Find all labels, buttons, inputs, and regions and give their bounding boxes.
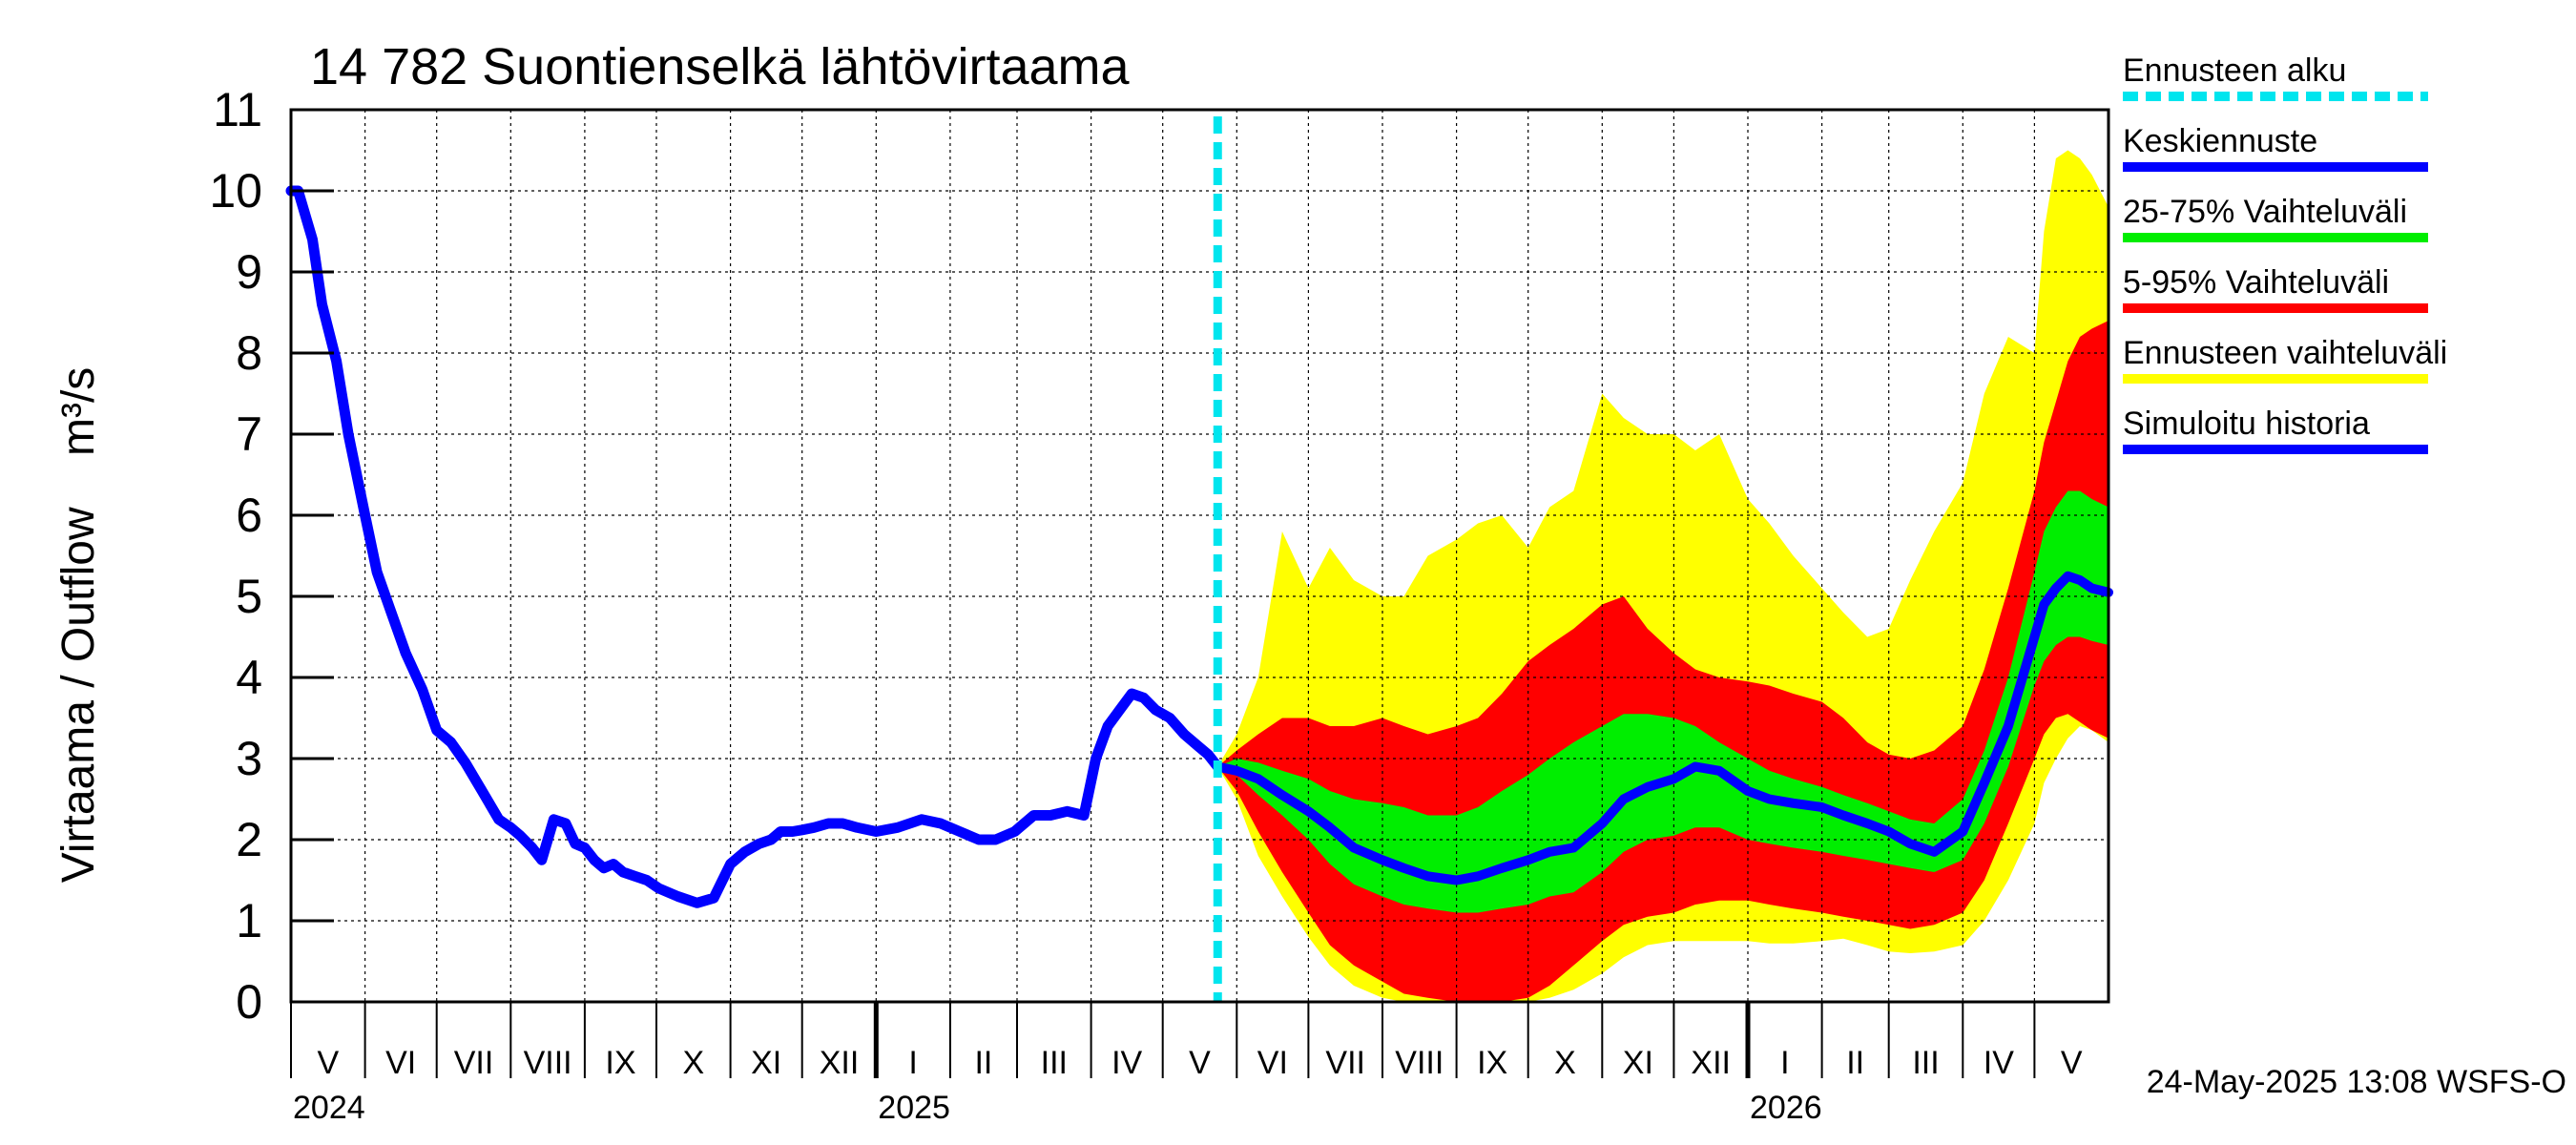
month-label: XII <box>820 1045 860 1081</box>
y-tick-label: 6 <box>236 489 262 542</box>
y-tick-label: 10 <box>209 164 262 218</box>
month-label: VI <box>385 1045 416 1081</box>
month-label: V <box>1189 1045 1211 1081</box>
grid <box>291 109 2109 1002</box>
month-label: XI <box>751 1045 781 1081</box>
month-label: X <box>1554 1045 1576 1081</box>
month-label: IV <box>1111 1045 1142 1081</box>
month-label: IX <box>605 1045 635 1081</box>
legend-label: Keskiennuste <box>2123 123 2317 159</box>
month-label: VII <box>1325 1045 1365 1081</box>
month-label: III <box>1041 1045 1068 1081</box>
y-tick-label: 7 <box>236 407 262 461</box>
legend-label: Simuloitu historia <box>2123 406 2370 442</box>
month-label: III <box>1912 1045 1939 1081</box>
y-tick-label: 3 <box>236 732 262 785</box>
legend-label: Ennusteen alku <box>2123 52 2346 89</box>
y-tick-label: 9 <box>236 245 262 299</box>
year-label: 2026 <box>1750 1090 1822 1126</box>
plot-frame <box>289 108 2110 1004</box>
month-label: I <box>908 1045 917 1081</box>
month-label: IV <box>1984 1045 2014 1081</box>
legend-label: 25-75% Vaihteluväli <box>2123 194 2407 230</box>
month-label: I <box>1780 1045 1789 1081</box>
y-tick-label: 5 <box>236 570 262 623</box>
month-label: II <box>974 1045 992 1081</box>
chart-title: 14 782 Suontienselkä lähtövirtaama <box>310 38 1131 95</box>
month-label: VIII <box>1395 1045 1444 1081</box>
y-tick-label: 1 <box>236 894 262 947</box>
timestamp: 24-May-2025 13:08 WSFS-O <box>2147 1064 2566 1100</box>
month-label: XI <box>1623 1045 1653 1081</box>
legend-label: 5-95% Vaihteluväli <box>2123 264 2389 301</box>
month-label: V <box>2061 1045 2083 1081</box>
month-label: II <box>1846 1045 1864 1081</box>
band-25-75 <box>1217 490 2109 913</box>
month-label: X <box>682 1045 704 1081</box>
month-label: VII <box>454 1045 494 1081</box>
month-label: XII <box>1691 1045 1731 1081</box>
month-label: VI <box>1257 1045 1288 1081</box>
y-tick-label: 2 <box>236 813 262 866</box>
y-tick-label: 0 <box>236 975 262 1029</box>
median-forecast-line <box>1213 571 2113 885</box>
month-label: VIII <box>524 1045 572 1081</box>
month-label: IX <box>1477 1045 1507 1081</box>
y-tick-label: 11 <box>213 83 262 136</box>
y-tick-label: 8 <box>236 326 262 380</box>
forecast-bands <box>1217 150 2109 1002</box>
month-label: V <box>317 1045 339 1081</box>
year-label: 2024 <box>293 1090 365 1126</box>
y-tick-label: 4 <box>236 651 262 704</box>
series-lines <box>285 116 2113 1002</box>
legend: Ennusteen alku Keskiennuste 25-75% Vaihtel… <box>2123 52 2447 454</box>
history-line <box>285 185 1223 908</box>
y-axis-label: Virtaama / Outflow m³/s <box>53 367 104 884</box>
year-label: 2025 <box>878 1090 950 1126</box>
legend-label: Ennusteen vaihteluväli <box>2123 335 2447 371</box>
